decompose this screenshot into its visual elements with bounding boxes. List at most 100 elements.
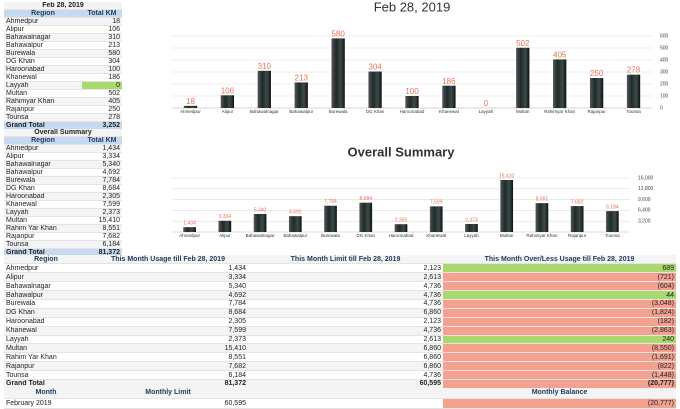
table-cell: Bahawalpur bbox=[4, 290, 88, 300]
table-cell: 3,334 bbox=[82, 152, 122, 161]
table-cell: Burewala bbox=[4, 49, 82, 58]
header-cell bbox=[248, 388, 443, 399]
x-tick-label: Haroonabad bbox=[389, 233, 414, 238]
bar bbox=[324, 205, 337, 232]
table-cell: 310 bbox=[82, 33, 123, 42]
y-tick-label: 12,800 bbox=[638, 186, 654, 192]
table-cell: Khanewal bbox=[4, 326, 88, 336]
table-cell: 44 bbox=[443, 290, 676, 300]
table-cell: 2,123 bbox=[248, 317, 443, 327]
table-row: Bahawalpur 4,692 bbox=[4, 168, 122, 177]
value-label: 304 bbox=[368, 63, 382, 72]
x-tick-label: Alipur bbox=[222, 109, 234, 114]
table-cell: 8,551 bbox=[82, 224, 122, 233]
x-tick-label: Bahawalpur bbox=[283, 233, 307, 238]
table-cell: Haroonabad bbox=[4, 192, 82, 201]
table-cell: 81,372 bbox=[88, 379, 248, 389]
table-cell: Tounsa bbox=[4, 370, 88, 380]
table-row: Bahawalnagar 310 bbox=[4, 33, 123, 42]
table-row: Tounsa 6,184 bbox=[4, 240, 122, 249]
bar bbox=[606, 211, 619, 232]
table-cell: 2,373 bbox=[88, 335, 248, 345]
bar bbox=[294, 82, 308, 108]
table-cell: 240 bbox=[443, 335, 676, 345]
chart-title: Overall Summary bbox=[348, 144, 456, 159]
table-cell: Bahawalnagar bbox=[4, 160, 82, 169]
x-tick-label: Khanewal bbox=[439, 109, 459, 114]
x-tick-label: Tounsa bbox=[605, 233, 620, 238]
table-cell: Grand Total bbox=[4, 379, 88, 389]
table-cell: (604) bbox=[443, 281, 676, 292]
table-row: Multan 15,410 bbox=[4, 216, 122, 225]
value-label: 278 bbox=[627, 66, 641, 75]
x-tick-label: Burewala bbox=[329, 109, 348, 114]
table-cell: 1,434 bbox=[88, 263, 248, 274]
table-cell: 2,373 bbox=[82, 208, 122, 217]
table-cell: Ahmedpur bbox=[4, 263, 88, 274]
bar bbox=[626, 74, 641, 108]
header-cell: Region bbox=[4, 255, 88, 265]
table-cell: Layyah bbox=[4, 81, 82, 90]
table-row: Layyah 2,373 bbox=[4, 208, 122, 217]
table-row: Alipur 3,334 2,613 (721) bbox=[4, 272, 676, 283]
y-tick-label: 300 bbox=[660, 69, 669, 75]
table-cell: 2,305 bbox=[88, 317, 248, 327]
value-label: 502 bbox=[516, 39, 530, 48]
table-cell: Ahmedpur bbox=[4, 17, 82, 26]
table-row: February 2019 60,595 (20,777) bbox=[4, 398, 676, 409]
bar bbox=[535, 203, 549, 232]
value-label: 580 bbox=[331, 30, 345, 39]
table-cell: 7,682 bbox=[82, 232, 122, 241]
y-tick-label: 200 bbox=[660, 81, 669, 87]
header-row: Region Total KM bbox=[4, 136, 122, 145]
bar bbox=[394, 224, 408, 232]
value-label: 2,373 bbox=[465, 217, 478, 223]
x-tick-label: Burewala bbox=[321, 233, 340, 238]
header-cell: Region bbox=[4, 136, 82, 145]
bar bbox=[368, 71, 382, 108]
table-cell: 8,684 bbox=[82, 184, 122, 193]
table-row: Ahmedpur 18 bbox=[4, 17, 123, 26]
x-tick-label: Bahawalnagar bbox=[250, 109, 279, 114]
table-cell: Rahim Yar Khan bbox=[4, 224, 82, 233]
table-row: DG Khan 8,684 6,860 (1,824) bbox=[4, 308, 676, 318]
value-label: 4,692 bbox=[289, 209, 302, 215]
table-cell: Alipur bbox=[4, 272, 88, 283]
bar bbox=[331, 38, 345, 108]
table-cell: 213 bbox=[82, 41, 123, 50]
table-cell: 0 bbox=[82, 81, 123, 90]
bar bbox=[553, 59, 567, 108]
table-cell: Layyah bbox=[4, 335, 88, 345]
table-cell: 2,613 bbox=[248, 272, 443, 283]
table-cell: Rajanpur bbox=[4, 232, 82, 241]
y-tick-label: 100 bbox=[660, 93, 669, 99]
table-cell: (20,777) bbox=[443, 398, 676, 409]
table-row: Burewala 7,784 bbox=[4, 176, 122, 185]
data-table: Region This Month Usage till Feb 28, 2019… bbox=[4, 255, 676, 389]
table-row: Alipur 3,334 bbox=[4, 152, 122, 161]
table-row: Bahawalpur 213 bbox=[4, 41, 123, 50]
bar bbox=[220, 95, 235, 108]
table-cell: Bahawalpur bbox=[4, 41, 82, 50]
bar bbox=[183, 105, 198, 108]
table-row: Bahawalpur 4,692 4,736 44 bbox=[4, 290, 676, 300]
table-cell: 4,692 bbox=[82, 168, 122, 177]
table-cell: (20,777) bbox=[443, 379, 676, 389]
table-cell: 6,184 bbox=[88, 370, 248, 380]
table-cell: 2,613 bbox=[248, 335, 443, 345]
table-cell: 3,334 bbox=[88, 272, 248, 283]
table-cell: 60,595 bbox=[248, 379, 443, 389]
table-cell: 7,784 bbox=[88, 299, 248, 309]
y-tick-label: 400 bbox=[660, 57, 669, 63]
table-cell: 8,684 bbox=[88, 308, 248, 318]
x-tick-label: Multan bbox=[500, 233, 514, 238]
x-tick-label: Khanewal bbox=[426, 233, 446, 238]
value-label: 186 bbox=[442, 77, 456, 86]
table-row: Haroonabad 100 bbox=[4, 65, 123, 74]
title-row: Feb 28, 2019 bbox=[4, 2, 123, 10]
table-row: Layyah 2,373 2,613 240 bbox=[4, 335, 676, 345]
value-label: 18 bbox=[186, 97, 195, 106]
table-cell: (721) bbox=[443, 272, 676, 283]
value-label: 8,684 bbox=[360, 196, 373, 202]
